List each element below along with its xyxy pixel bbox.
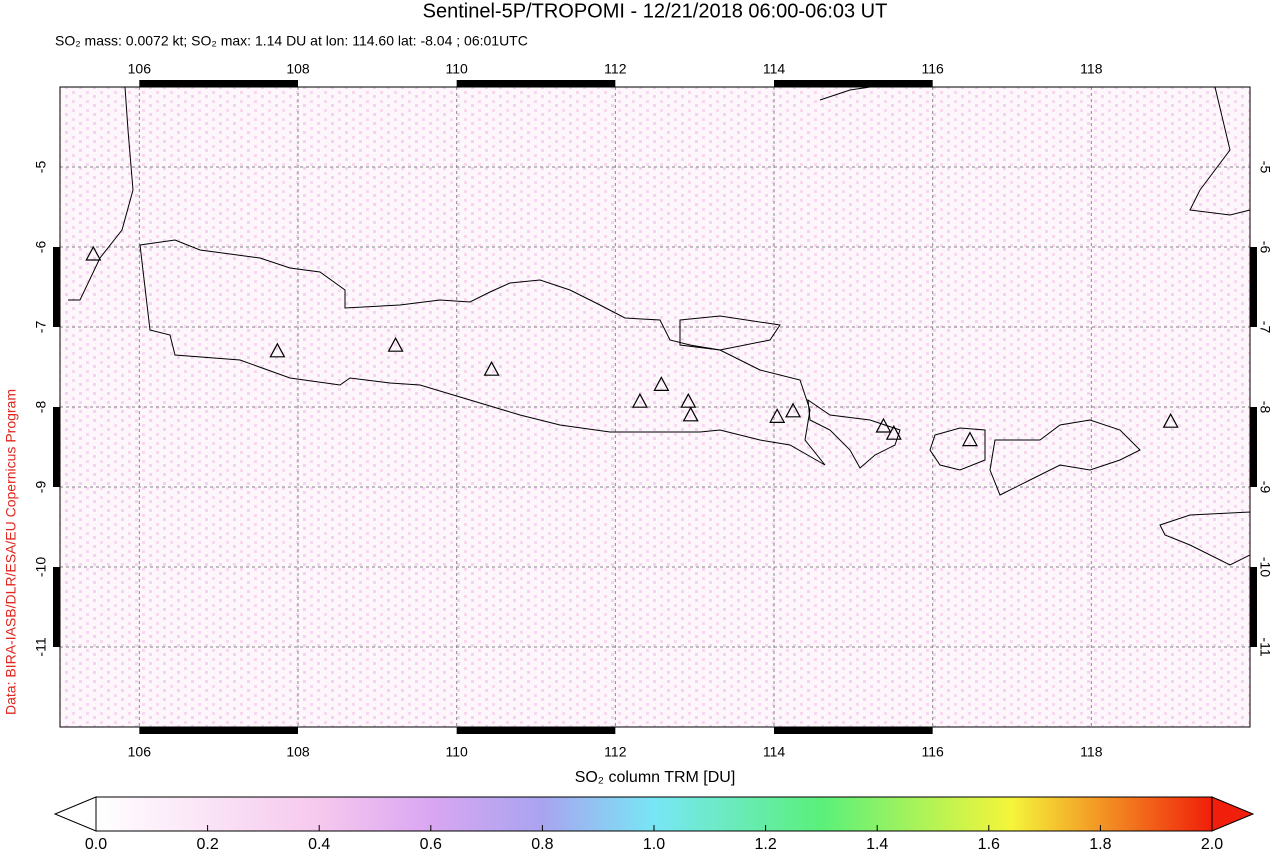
- y-tick-label: -5: [33, 161, 49, 174]
- colorbar-tick-label: 0.2: [196, 836, 218, 853]
- volcano: [85, 245, 102, 261]
- colorbar-tick-label: 1.4: [866, 836, 888, 853]
- coast-borneo: [819, 86, 1251, 216]
- subtitle: SO₂ mass: 0.0072 kt; SO₂ max: 1.14 DU at…: [55, 33, 528, 49]
- x-tick-label: 112: [604, 744, 627, 760]
- frame: [53, 80, 1257, 734]
- coast-sumbawa: [989, 419, 1141, 496]
- colorbar-tick-label: 1.6: [978, 836, 1000, 853]
- volcano: [631, 392, 648, 408]
- coast-java: [139, 239, 826, 466]
- colorbar-tick-label: 2.0: [1201, 836, 1223, 853]
- y-tick-label: -6: [33, 241, 49, 254]
- x-tick-label: 116: [922, 744, 945, 760]
- colorbar-tick-label: 1.8: [1089, 836, 1111, 853]
- frame-segment: [1250, 407, 1257, 487]
- colorbar-tick-label: 0.6: [420, 836, 442, 853]
- y-tick-label: -6: [1257, 241, 1272, 254]
- y-tick-label: -9: [33, 481, 49, 494]
- x-tick-label: 114: [763, 61, 786, 77]
- volcano: [961, 431, 978, 447]
- volcanoes: [85, 245, 1179, 447]
- volcano: [769, 408, 786, 423]
- coast-sumba: [1159, 511, 1251, 566]
- coast-madura: [679, 315, 781, 351]
- x-tick-label: 110: [446, 744, 469, 760]
- volcano: [682, 406, 699, 422]
- x-tick-label: 106: [128, 61, 152, 77]
- credit: Data: BIRA-IASB/DLR/ESA/EU Copernicus Pr…: [3, 389, 19, 715]
- coast-sumatra: [68, 86, 134, 301]
- x-tick-label: 110: [446, 61, 469, 77]
- colorbar-label: SO₂ column TRM [DU]: [575, 769, 736, 786]
- frame-segment: [774, 727, 933, 734]
- x-tick-label: 108: [286, 744, 310, 760]
- y-tick-label: -9: [1257, 481, 1272, 494]
- coast-bali: [807, 398, 901, 469]
- x-tick-label: 106: [128, 744, 152, 760]
- x-tick-label: 118: [1080, 61, 1103, 77]
- y-tick-label: -8: [1257, 401, 1272, 414]
- volcano: [785, 402, 802, 418]
- frame-segment: [456, 727, 616, 734]
- frame-segment: [53, 407, 60, 487]
- colorbar-over: [1211, 796, 1255, 832]
- y-tick-label: -8: [33, 401, 49, 414]
- frame-segment: [53, 247, 60, 327]
- colorbar-tick-label: 0.4: [308, 836, 330, 853]
- map-border: [59, 86, 1251, 728]
- frame-segment: [774, 80, 933, 87]
- x-tick-label: 108: [286, 61, 310, 77]
- colorbar-tick-label: 0.8: [531, 836, 553, 853]
- grid: 106 106 108 108 110 110 112 112 114 114 116 116 118 1…: [33, 61, 1272, 760]
- x-tick-label: 114: [763, 744, 786, 760]
- x-tick-label: 116: [922, 61, 945, 77]
- x-tick-label: 118: [1080, 744, 1103, 760]
- volcano: [269, 342, 286, 358]
- title: Sentinel-5P/TROPOMI - 12/21/2018 06:00-0…: [423, 0, 888, 22]
- frame-segment: [1250, 247, 1257, 327]
- y-tick-label: -10: [33, 557, 49, 577]
- volcano: [885, 424, 902, 440]
- frame-segment: [139, 727, 298, 734]
- frame-segment: [1250, 567, 1257, 647]
- y-tick-label: -11: [33, 637, 49, 656]
- y-tick-label: -10: [1257, 557, 1272, 577]
- colorbar-tick-label: 1.0: [643, 836, 665, 853]
- colorbar-tick-label: 0.0: [85, 836, 107, 853]
- volcano: [875, 417, 892, 433]
- volcano: [483, 360, 500, 376]
- volcano: [1162, 412, 1179, 428]
- colorbar-ticks: 0.0 0.2 0.4 0.6 0.8 1.0 1.2 1.4 1.6 1.8 2.0: [85, 825, 1223, 853]
- volcano: [680, 392, 697, 408]
- y-tick-label: -7: [1257, 321, 1272, 334]
- coastlines: [68, 86, 1251, 566]
- frame-segment: [456, 80, 616, 87]
- x-tick-label: 112: [604, 61, 627, 77]
- colorbar-tick-label: 1.2: [754, 836, 776, 853]
- y-tick-label: -7: [33, 321, 49, 334]
- volcano: [387, 336, 404, 352]
- volcano: [653, 376, 670, 391]
- y-tick-label: -5: [1257, 161, 1272, 174]
- colorbar-under: [53, 796, 97, 832]
- frame-segment: [53, 567, 60, 647]
- coast-lombok: [929, 427, 986, 471]
- y-tick-label: -11: [1257, 637, 1272, 656]
- frame-segment: [139, 80, 298, 87]
